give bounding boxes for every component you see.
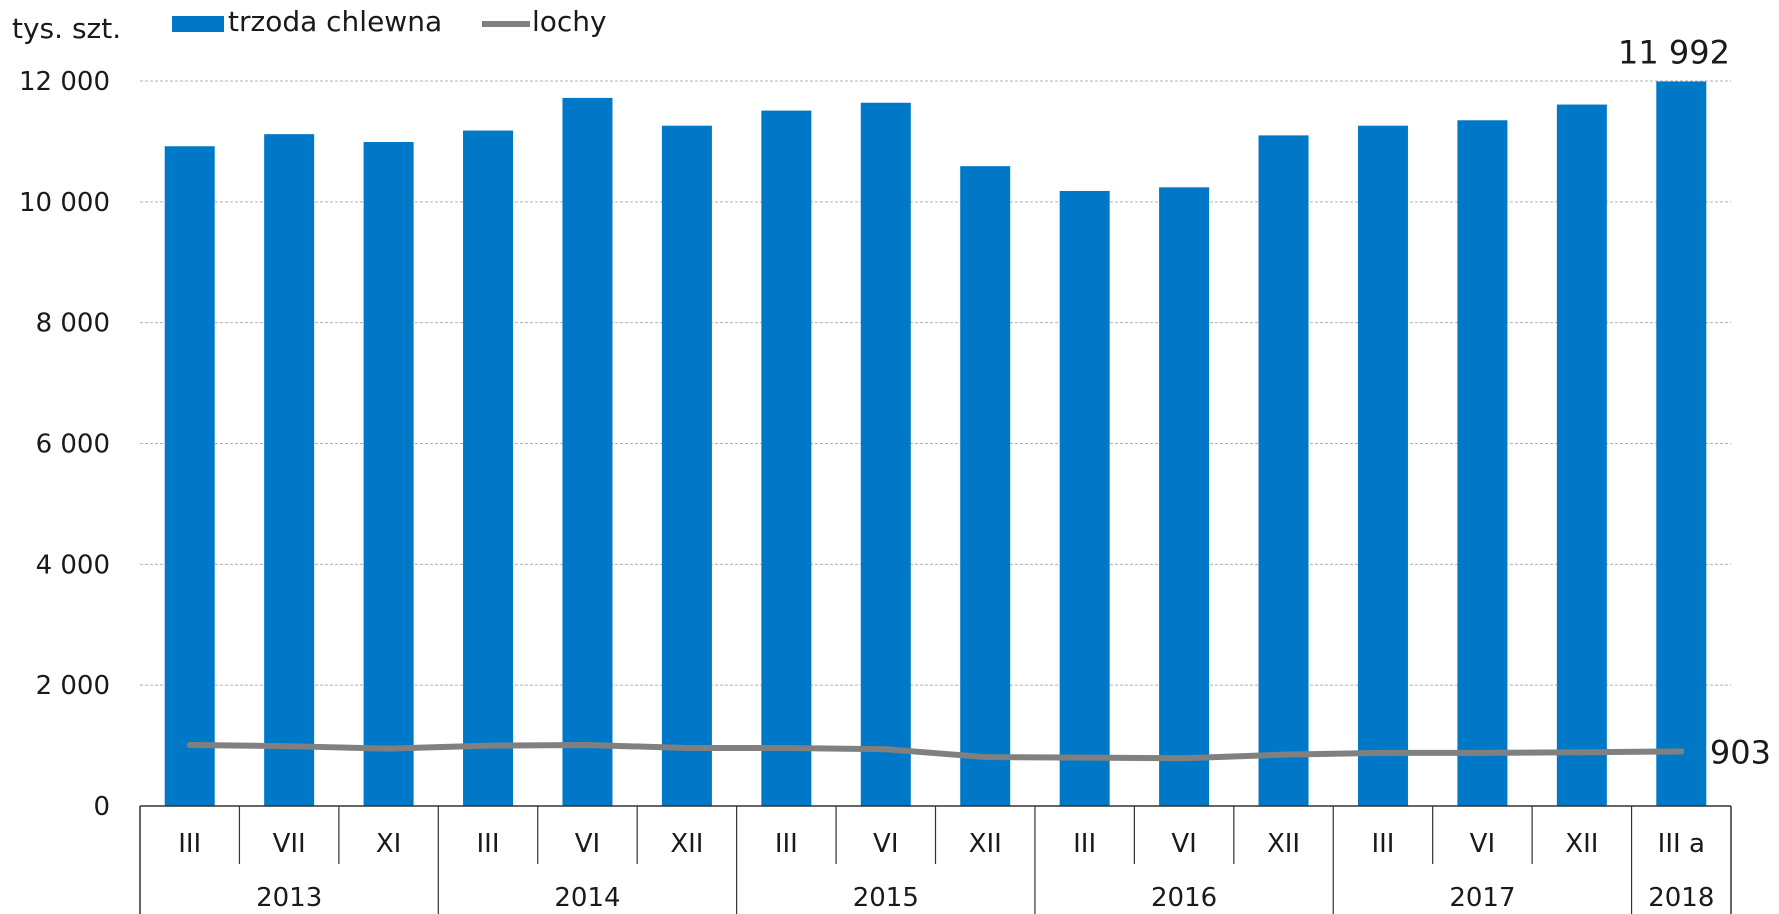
year-label: 2014 [554,883,620,913]
bar [562,97,613,806]
bar [1258,135,1309,806]
x-tick-label: III [775,829,798,859]
data-labels: 11 992 903 [1618,33,1771,771]
y-tick-label: 0 [93,792,110,822]
data-label-line: 903 [1710,733,1771,771]
legend-label-trzoda: trzoda chlewna [228,5,442,38]
y-axis-label: tys. szt. [12,12,121,45]
line-point [1379,749,1386,756]
legend-label-lochy: lochy [532,5,607,38]
bar [1159,187,1210,807]
y-tick-label: 6 000 [36,430,110,460]
year-label: 2017 [1449,883,1515,913]
bar-series [164,81,1707,807]
x-tick-label: VI [1470,829,1495,859]
line-point [286,743,293,750]
bar [264,134,315,806]
x-tick-label: III [1073,829,1096,859]
bar [860,102,911,806]
x-tick-label: XII [969,829,1002,859]
line-point [1280,751,1287,758]
line-point [1181,755,1188,762]
y-tick-label: 12 000 [19,67,110,97]
y-tick-label: 8 000 [36,309,110,339]
line-point [982,754,989,761]
y-tick-labels: 0 2 000 4 000 6 000 8 000 10 000 12 000 [19,67,110,822]
line-point [1479,749,1486,756]
bar [1556,104,1607,806]
line-series [186,741,1685,762]
line-point [385,745,392,752]
data-label-bar: 11 992 [1618,33,1730,71]
line-point [882,746,889,753]
x-tick-label: XII [670,829,703,859]
bar [164,146,215,806]
bar [1457,120,1508,807]
x-tick-label: VI [575,829,600,859]
year-label: 2016 [1151,883,1217,913]
legend: trzoda chlewna lochy [172,5,607,38]
line-point [1678,748,1685,755]
year-label: 2018 [1648,883,1714,913]
line-point [683,745,690,751]
x-tick-labels: 2013 2014 2015 2016 2017 2018 III VII XI III VI XII… [178,829,1714,913]
year-label: 2015 [853,883,919,913]
legend-swatch-trzoda [172,16,224,32]
line-point [1081,754,1088,761]
y-tick-label: 10 000 [19,188,110,218]
x-tick-label: XII [1565,829,1598,859]
x-tick-label: VI [873,829,898,859]
bar [761,110,812,806]
bar [1656,81,1707,806]
bar [1059,190,1110,807]
x-tick-label: III [178,829,201,859]
line-point [783,745,790,751]
x-tick-label: III [1371,829,1394,859]
line-point [186,741,193,748]
bar [960,166,1011,806]
x-tick-label: VII [273,829,306,859]
x-tick-label: III [477,829,500,859]
year-label: 2013 [256,883,322,913]
line-point [1578,749,1585,756]
bar [661,125,712,807]
y-tick-label: 4 000 [36,550,110,580]
bar [463,130,514,806]
bar [1357,125,1408,807]
x-tick-label: XI [376,829,401,859]
x-tick-label: VI [1171,829,1196,859]
line-point [485,742,492,749]
bar [363,142,414,807]
axes [139,805,1732,914]
line-point [584,741,591,748]
x-tick-label: III a [1658,829,1705,859]
line-lochy [189,741,1682,762]
x-tick-label: XII [1267,829,1300,859]
y-tick-label: 2 000 [36,671,110,701]
